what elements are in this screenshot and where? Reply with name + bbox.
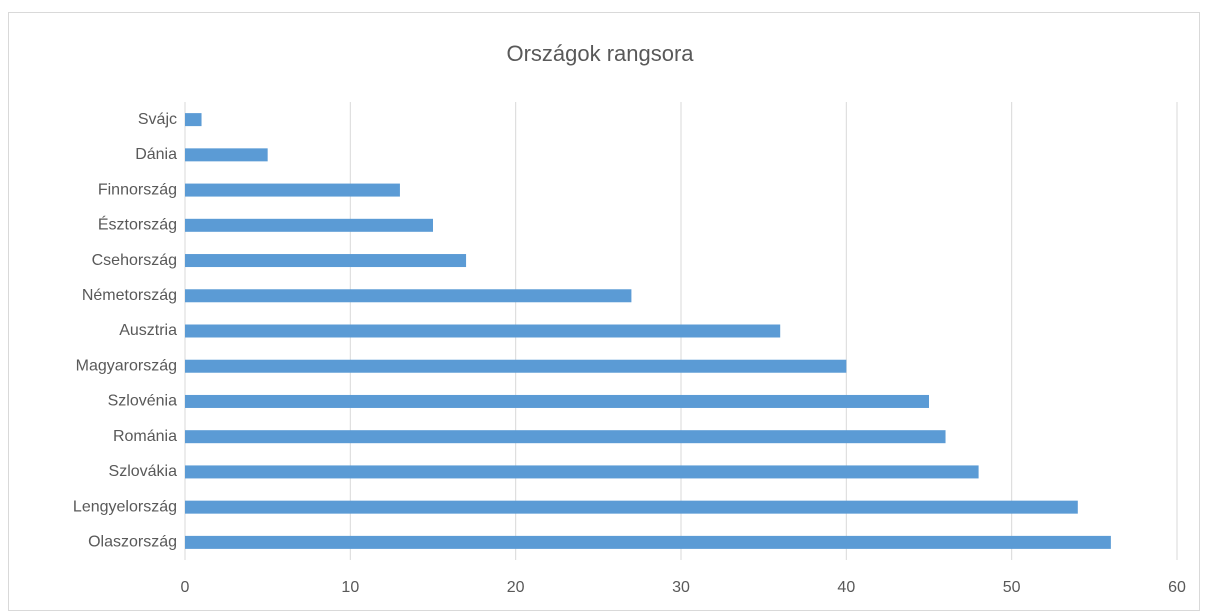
x-tick-label: 40 [837,579,855,596]
x-tick-label: 60 [1168,579,1186,596]
bar [185,218,433,232]
y-tick-label: Románia [113,428,177,445]
chart-title: Országok rangsora [506,41,694,66]
y-tick-label: Finnország [98,181,177,198]
bar [185,183,400,197]
bar [185,289,632,303]
bar [185,254,467,268]
x-tick-label: 10 [341,579,359,596]
bar [185,359,847,373]
bar [185,148,268,162]
x-tick-label: 20 [507,579,525,596]
x-tick-label: 30 [672,579,690,596]
y-tick-label: Szlovákia [109,463,178,480]
y-tick-label: Németország [82,287,177,304]
x-tick-label: 0 [181,579,190,596]
y-tick-label: Csehország [92,252,177,269]
y-tick-label: Dánia [135,146,177,163]
y-tick-label: Magyarország [76,357,177,374]
chart-frame [8,12,1200,611]
y-tick-label: Ausztria [119,322,177,339]
bar [185,430,946,444]
bar [185,535,1111,549]
bar [185,500,1078,514]
bar [185,113,202,127]
y-tick-label: Szlovénia [108,393,177,410]
bar [185,394,929,408]
bar [185,324,781,338]
y-tick-label: Olaszország [88,534,177,551]
y-tick-label: Lengyelország [73,498,177,515]
bar [185,465,979,479]
y-tick-label: Észtország [98,215,177,234]
x-tick-label: 50 [1003,579,1021,596]
y-tick-label: Svájc [138,111,177,128]
